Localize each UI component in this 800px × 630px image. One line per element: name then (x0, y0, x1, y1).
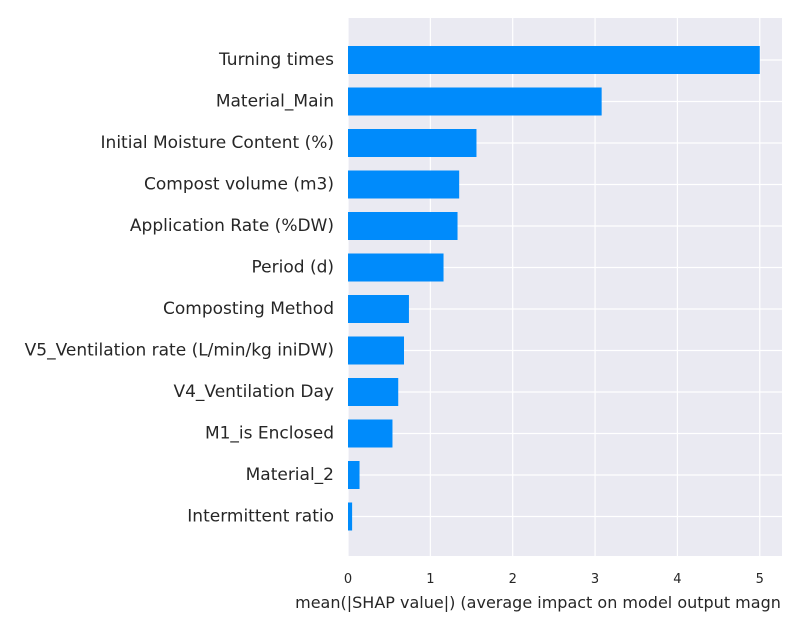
x-tick-label-3: 3 (591, 572, 599, 587)
x-tick-label-2: 2 (509, 572, 517, 587)
bar-4 (348, 212, 458, 240)
category-label-6: Composting Method (163, 299, 334, 319)
category-label-8: V4_Ventilation Day (173, 382, 334, 402)
bars (348, 46, 760, 531)
bar-8 (348, 378, 399, 406)
category-labels: Turning times Material_Main Initial Moistu… (25, 50, 334, 527)
bar-11 (348, 502, 353, 531)
category-label-0: Turning times (218, 50, 334, 70)
category-label-1: Material_Main (216, 92, 334, 112)
x-tick-label-5: 5 (756, 572, 764, 587)
bar-0 (348, 46, 760, 74)
bar-1 (348, 87, 602, 116)
category-label-3: Compost volume (m3) (144, 175, 334, 195)
category-label-9: M1_is Enclosed (205, 424, 334, 444)
category-label-2: Initial Moisture Content (%) (101, 133, 334, 153)
x-tick-label-1: 1 (426, 572, 434, 587)
category-label-10: Material_2 (246, 465, 334, 485)
category-label-11: Intermittent ratio (187, 507, 334, 527)
bar-5 (348, 253, 444, 282)
bar-3 (348, 170, 460, 199)
x-axis-label: mean(|SHAP value|) (average impact on mo… (295, 593, 781, 612)
category-label-4: Application Rate (%DW) (130, 216, 334, 236)
category-label-7: V5_Ventilation rate (L/min/kg iniDW) (25, 341, 334, 361)
bar-10 (348, 461, 360, 489)
x-tick-labels: 0 1 2 3 4 5 (344, 572, 764, 587)
category-label-5: Period (d) (252, 258, 334, 278)
x-tick-label-0: 0 (344, 572, 352, 587)
bar-2 (348, 129, 477, 157)
bar-7 (348, 336, 404, 365)
x-tick-label-4: 4 (673, 572, 681, 587)
bar-6 (348, 295, 409, 323)
bar-9 (348, 419, 393, 448)
